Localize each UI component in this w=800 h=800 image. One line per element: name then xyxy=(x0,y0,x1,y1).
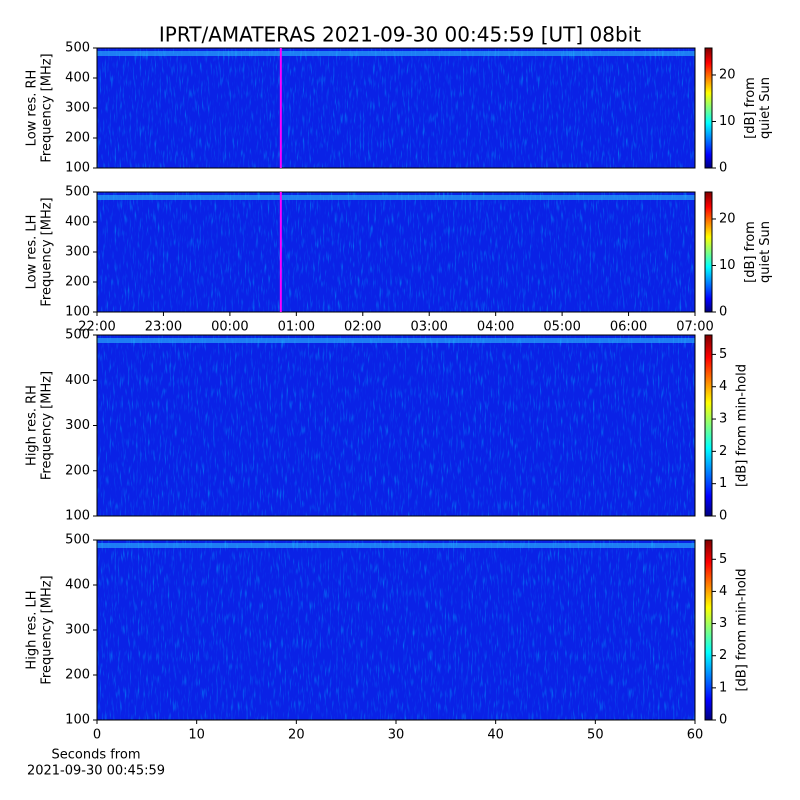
colorbar xyxy=(704,539,713,721)
colorbar-label: [dB] from min-hold xyxy=(735,568,750,691)
x-tick-label: 60 xyxy=(687,728,704,743)
colorbar xyxy=(704,191,713,313)
spectrogram-texture xyxy=(97,48,695,168)
x-tick-label: 00:00 xyxy=(211,320,248,335)
y-tick-label: 200 xyxy=(65,668,90,683)
colorbar-tick-label: 1 xyxy=(719,680,727,695)
spectrogram-band xyxy=(97,195,695,200)
colorbar-tick-label: 10 xyxy=(719,114,736,129)
y-tick-label: 300 xyxy=(65,623,90,638)
colorbar-tick-label: 2 xyxy=(719,648,727,663)
y-tick-label: 500 xyxy=(65,533,90,548)
y-tick-label: 100 xyxy=(65,509,90,524)
colorbar-tick-label: 0 xyxy=(719,161,727,176)
colorbar-tick-label: 0 xyxy=(719,305,727,320)
colorbar-tick-label: 1 xyxy=(719,476,727,491)
x-tick-label: 30 xyxy=(388,728,405,743)
y-axis-label: Low res. RH xyxy=(25,70,40,147)
colorbar-tick-label: 2 xyxy=(719,444,727,459)
x-tick-label: 40 xyxy=(487,728,504,743)
y-tick-label: 200 xyxy=(65,275,90,290)
spectrogram-texture xyxy=(97,192,695,312)
y-tick-label: 300 xyxy=(65,101,90,116)
x-tick-label: 10 xyxy=(188,728,205,743)
spectrogram-band xyxy=(97,338,695,343)
x-tick-label: 02:00 xyxy=(344,320,381,335)
colorbar-tick-label: 0 xyxy=(719,509,727,524)
spectrogram-texture xyxy=(97,540,695,720)
colorbar-tick-label: 0 xyxy=(719,713,727,728)
colorbar xyxy=(704,334,713,517)
y-axis-label: High res. LH xyxy=(25,590,40,669)
y-tick-label: 300 xyxy=(65,245,90,260)
colorbar-label: [dB] from min-hold xyxy=(735,364,750,487)
y-tick-label: 100 xyxy=(65,305,90,320)
x-tick-label: 01:00 xyxy=(278,320,315,335)
y-axis-label: High res. RH xyxy=(25,385,40,466)
y-tick-label: 200 xyxy=(65,131,90,146)
x-tick-label: 04:00 xyxy=(477,320,514,335)
colorbar-tick-label: 5 xyxy=(719,347,727,362)
spectrogram-band xyxy=(97,543,695,548)
y-axis-label: Frequency [MHz] xyxy=(40,53,55,162)
colorbar-tick-label: 3 xyxy=(719,412,727,427)
y-tick-label: 500 xyxy=(65,328,90,343)
colorbar-tick-label: 5 xyxy=(719,552,727,567)
y-tick-label: 500 xyxy=(65,41,90,56)
x-tick-label: 50 xyxy=(587,728,604,743)
x-tick-label: 05:00 xyxy=(543,320,580,335)
y-axis-label: Frequency [MHz] xyxy=(40,575,55,684)
colorbar-label: [dB] from xyxy=(743,221,758,283)
x-tick-label: 06:00 xyxy=(610,320,647,335)
x-tick-label: 0 xyxy=(93,728,101,743)
colorbar-tick-label: 20 xyxy=(719,211,736,226)
y-tick-label: 400 xyxy=(65,373,90,388)
x-tick-label: 22:00 xyxy=(78,320,115,335)
y-axis-label: Low res. LH xyxy=(25,215,40,290)
y-tick-label: 100 xyxy=(65,161,90,176)
colorbar-tick-label: 10 xyxy=(719,258,736,273)
y-tick-label: 400 xyxy=(65,71,90,86)
spectrogram-band xyxy=(97,51,695,56)
colorbar-label: quiet Sun xyxy=(758,77,773,139)
x-tick-label: 03:00 xyxy=(410,320,447,335)
x-tick-label: 20 xyxy=(288,728,305,743)
y-axis-label: Frequency [MHz] xyxy=(40,371,55,480)
x-axis-label: Seconds from xyxy=(51,748,140,763)
spectrogram-texture xyxy=(97,335,695,516)
y-tick-label: 100 xyxy=(65,713,90,728)
y-tick-label: 200 xyxy=(65,463,90,478)
x-axis-label: 2021-09-30 00:45:59 xyxy=(27,764,165,779)
colorbar-tick-label: 4 xyxy=(719,379,727,394)
colorbar xyxy=(704,47,713,169)
x-tick-label: 23:00 xyxy=(145,320,182,335)
y-tick-label: 500 xyxy=(65,185,90,200)
colorbar-tick-label: 4 xyxy=(719,584,727,599)
colorbar-tick-label: 3 xyxy=(719,616,727,631)
x-tick-label: 07:00 xyxy=(676,320,713,335)
figure-title: IPRT/AMATERAS 2021-09-30 00:45:59 [UT] 0… xyxy=(159,23,641,47)
y-tick-label: 300 xyxy=(65,418,90,433)
colorbar-label: quiet Sun xyxy=(758,221,773,283)
y-tick-label: 400 xyxy=(65,578,90,593)
colorbar-label: [dB] from xyxy=(743,77,758,139)
y-axis-label: Frequency [MHz] xyxy=(40,197,55,306)
y-tick-label: 400 xyxy=(65,215,90,230)
colorbar-tick-label: 20 xyxy=(719,67,736,82)
